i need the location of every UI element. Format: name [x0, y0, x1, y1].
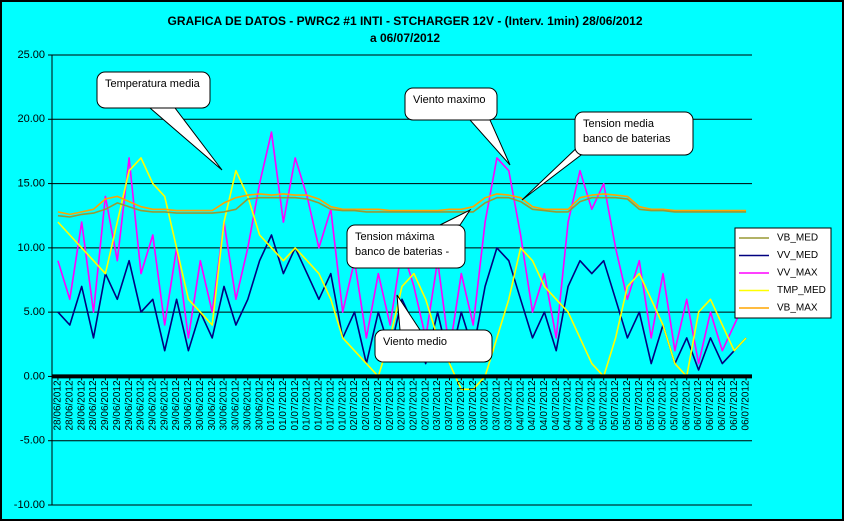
x-tick-label: 06/07/2012 [681, 380, 692, 430]
x-tick-label: 05/07/2012 [622, 380, 633, 430]
annotation: banco de baterias [583, 133, 671, 145]
callout-box [346, 224, 466, 269]
annotation: Tension media [583, 118, 655, 130]
series-line [57, 234, 747, 371]
legend-label: VB_MED [777, 233, 818, 244]
y-tick-label: 25.00 [17, 49, 45, 61]
x-tick-label: 02/07/2012 [349, 380, 360, 430]
x-tick-label: 01/07/2012 [325, 380, 336, 430]
legend-label: VV_MAX [777, 268, 818, 279]
x-tick-label: 04/07/2012 [575, 380, 586, 430]
x-tick-label: 04/07/2012 [586, 380, 597, 430]
x-tick-label: 29/06/2012 [124, 380, 135, 430]
y-tick-label: 15.00 [17, 177, 45, 189]
x-tick-label: 28/06/2012 [53, 380, 64, 430]
x-tick-label: 01/07/2012 [278, 380, 289, 430]
x-tick-label: 29/06/2012 [147, 380, 158, 430]
x-tick-label: 02/07/2012 [409, 380, 420, 430]
chart-title: GRAFICA DE DATOS - PWRC2 #1 INTI - STCHA… [168, 14, 643, 28]
x-tick-label: 02/07/2012 [385, 380, 396, 430]
x-tick-label: 01/07/2012 [337, 380, 348, 430]
x-tick-label: 29/06/2012 [136, 380, 147, 430]
legend-label: TMP_MED [777, 285, 826, 296]
x-tick-label: 30/06/2012 [219, 380, 230, 430]
x-tick-label: 30/06/2012 [183, 380, 194, 430]
x-tick-label: 30/06/2012 [254, 380, 265, 430]
x-tick-label: 05/07/2012 [670, 380, 681, 430]
x-tick-label: 01/07/2012 [290, 380, 301, 430]
callout-box [404, 87, 498, 121]
x-tick-label: 29/06/2012 [112, 380, 123, 430]
x-tick-label: 30/06/2012 [195, 380, 206, 430]
series-line [57, 196, 747, 218]
x-tick-label: 01/07/2012 [266, 380, 277, 430]
x-tick-label: 05/07/2012 [658, 380, 669, 430]
annotation: Viento maximo [413, 94, 486, 106]
series-line [57, 157, 747, 391]
x-tick-label: 28/06/2012 [88, 380, 99, 430]
y-tick-label: -5.00 [20, 435, 45, 447]
x-tick-label: 30/06/2012 [231, 380, 242, 430]
x-tick-label: 03/07/2012 [503, 380, 514, 430]
x-tick-label: 29/06/2012 [100, 380, 111, 430]
x-tick-label: 04/07/2012 [527, 380, 538, 430]
annotation: Tension máxima [355, 231, 435, 243]
legend-label: VV_MED [777, 250, 818, 261]
x-tick-label: 02/07/2012 [361, 380, 372, 430]
x-tick-label: 02/07/2012 [397, 380, 408, 430]
x-tick-label: 06/07/2012 [717, 380, 728, 430]
callout-box [374, 329, 493, 363]
annotation: Temperatura media [105, 78, 201, 90]
x-tick-label: 03/07/2012 [480, 380, 491, 430]
x-tick-label: 28/06/2012 [64, 380, 75, 430]
x-tick-label: 05/07/2012 [610, 380, 621, 430]
x-tick-label: 04/07/2012 [515, 380, 526, 430]
x-tick-label: 02/07/2012 [420, 380, 431, 430]
y-tick-label: 0.00 [24, 370, 45, 382]
x-tick-label: 06/07/2012 [705, 380, 716, 430]
x-tick-label: 29/06/2012 [159, 380, 170, 430]
x-tick-label: 05/07/2012 [598, 380, 609, 430]
y-tick-label: 10.00 [17, 242, 45, 254]
x-tick-label: 03/07/2012 [468, 380, 479, 430]
series-line [57, 193, 747, 216]
x-tick-label: 01/07/2012 [302, 380, 313, 430]
x-tick-label: 05/07/2012 [634, 380, 645, 430]
callout-box [574, 111, 694, 156]
chart-title: a 06/07/2012 [370, 31, 440, 45]
y-tick-label: 5.00 [24, 306, 45, 318]
x-tick-label: 03/07/2012 [456, 380, 467, 430]
x-tick-label: 01/07/2012 [314, 380, 325, 430]
x-tick-label: 03/07/2012 [492, 380, 503, 430]
y-tick-label: -10.00 [14, 499, 45, 511]
x-tick-label: 30/06/2012 [207, 380, 218, 430]
x-tick-label: 04/07/2012 [563, 380, 574, 430]
annotation: banco de baterias - [355, 246, 450, 258]
x-tick-label: 06/07/2012 [693, 380, 704, 430]
legend-label: VB_MAX [777, 303, 818, 314]
x-tick-label: 28/06/2012 [76, 380, 87, 430]
callout-box [96, 71, 211, 109]
y-tick-label: 20.00 [17, 113, 45, 125]
x-tick-label: 02/07/2012 [373, 380, 384, 430]
x-tick-label: 29/06/2012 [171, 380, 182, 430]
x-tick-label: 30/06/2012 [242, 380, 253, 430]
x-tick-label: 03/07/2012 [444, 380, 455, 430]
x-tick-label: 06/07/2012 [729, 380, 740, 430]
x-tick-label: 06/07/2012 [741, 380, 752, 430]
annotation: Viento medio [383, 336, 447, 348]
x-tick-label: 04/07/2012 [539, 380, 550, 430]
x-tick-label: 03/07/2012 [432, 380, 443, 430]
x-tick-label: 04/07/2012 [551, 380, 562, 430]
x-tick-label: 05/07/2012 [646, 380, 657, 430]
